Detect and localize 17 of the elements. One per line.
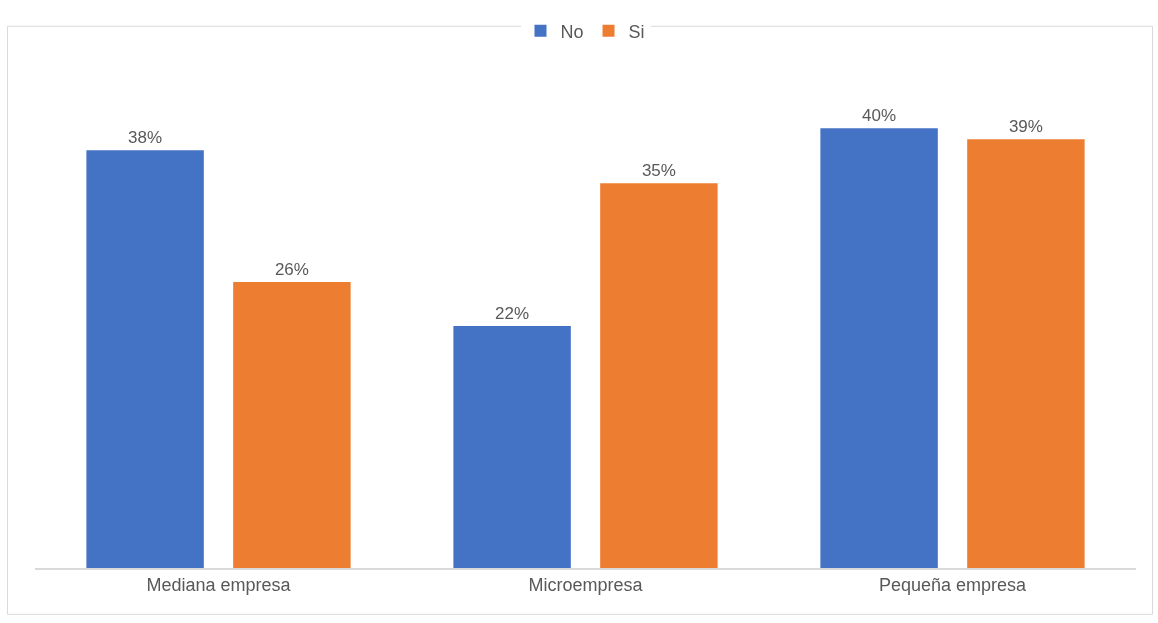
data-label: 40% bbox=[862, 106, 897, 126]
x-tick-label: Microempresa bbox=[528, 575, 644, 596]
legend-label: No bbox=[560, 21, 584, 42]
x-tick-label: Mediana empresa bbox=[146, 575, 292, 596]
bar bbox=[967, 139, 1085, 568]
data-label: 26% bbox=[274, 260, 309, 280]
x-tick-label: Pequeña empresa bbox=[878, 575, 1028, 596]
data-label: 35% bbox=[641, 161, 676, 181]
data-label: 39% bbox=[1008, 117, 1043, 137]
bar bbox=[820, 128, 938, 568]
bar bbox=[453, 326, 571, 568]
bar bbox=[600, 183, 718, 568]
data-label: 38% bbox=[128, 128, 163, 148]
data-label: 22% bbox=[495, 304, 530, 324]
bar bbox=[233, 282, 351, 568]
bar bbox=[86, 150, 204, 568]
legend-label: Si bbox=[628, 21, 645, 42]
